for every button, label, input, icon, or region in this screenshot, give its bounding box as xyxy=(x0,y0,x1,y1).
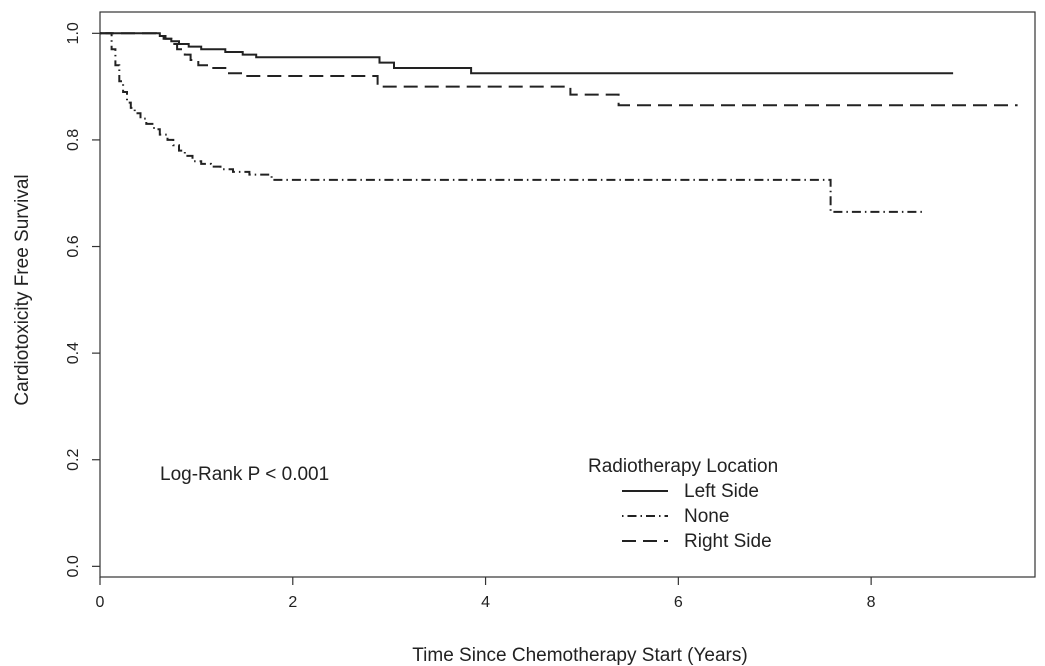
y-tick-label: 0.0 xyxy=(65,555,82,577)
x-tick-label: 0 xyxy=(96,594,105,611)
x-axis-title: Time Since Chemotherapy Start (Years) xyxy=(412,645,747,666)
legend-entry: None xyxy=(684,506,729,527)
plot-frame xyxy=(99,11,1036,578)
log-rank-annotation: Log-Rank P < 0.001 xyxy=(160,464,329,485)
legend-entry: Left Side xyxy=(684,481,759,502)
y-tick-label: 1.0 xyxy=(65,22,82,44)
series-line-left-side xyxy=(100,32,954,75)
y-axis-title: Cardiotoxicity Free Survival xyxy=(12,174,33,405)
y-tick-label: 0.2 xyxy=(65,449,82,471)
y-axis: 0.0 0.2 0.4 0.6 0.8 1.0 xyxy=(65,22,100,577)
y-tick-label: 0.4 xyxy=(65,342,82,364)
series-line-right-side xyxy=(100,32,1018,107)
x-tick-label: 6 xyxy=(674,594,683,611)
legend-entry: Right Side xyxy=(684,531,772,552)
series-line-none xyxy=(100,32,925,213)
x-tick-label: 2 xyxy=(288,594,297,611)
x-tick-label: 8 xyxy=(867,594,876,611)
series-layer xyxy=(100,32,1018,213)
legend-title: Radiotherapy Location xyxy=(588,456,778,477)
x-axis: 0 2 4 6 8 xyxy=(96,577,876,611)
x-tick-label: 4 xyxy=(481,594,490,611)
y-tick-label: 0.6 xyxy=(65,235,82,257)
y-tick-label: 0.8 xyxy=(65,129,82,151)
legend: Radiotherapy Location Left Side None Right… xyxy=(588,456,778,552)
